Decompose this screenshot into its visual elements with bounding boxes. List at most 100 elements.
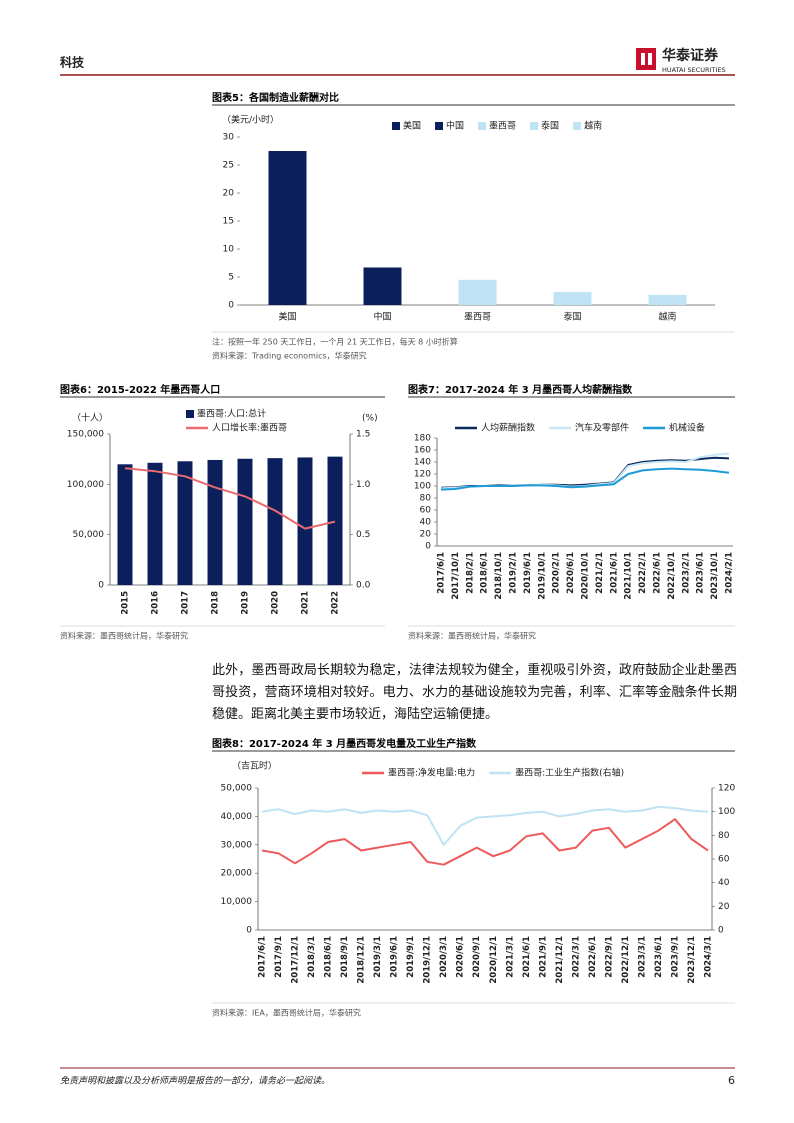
x-tick-label: 2023/6/1 <box>696 552 706 594</box>
bar <box>268 151 307 305</box>
bar <box>458 279 497 305</box>
x-tick-label: 2023/3/1 <box>637 936 647 978</box>
y-tick-label: 120 <box>414 470 431 480</box>
y-tick-label: 20 <box>223 189 235 199</box>
line <box>261 805 709 846</box>
x-tick-label: 2018/3/1 <box>307 936 317 978</box>
y-tick-label: 160 <box>414 446 431 456</box>
legend-label: 墨西哥 <box>489 121 516 132</box>
bar <box>363 267 402 305</box>
x-tick-label: 2019/2/1 <box>509 552 519 594</box>
logo-icon-cut <box>641 53 645 65</box>
figure-title: 图表5：各国制造业薪酬对比 <box>212 91 339 104</box>
bar <box>117 464 133 585</box>
figure-title: 图表8：2017-2024 年 3 月墨西哥发电量及工业生产指数 <box>212 737 477 750</box>
brand-en: HUATAI SECURITIES <box>662 66 726 74</box>
y2-axis-label: (%) <box>362 414 378 424</box>
legend-label: 墨西哥:净发电量:电力 <box>388 767 475 779</box>
page-number: 6 <box>728 1074 735 1087</box>
legend-label: 汽车及零部件 <box>575 422 629 434</box>
x-tick-label: 2024/3/1 <box>704 936 714 978</box>
bar <box>207 459 223 585</box>
y-axis-label: （十人） <box>72 412 108 424</box>
x-tick-label: 2018/2/1 <box>465 552 475 594</box>
x-tick-label: 2020/3/1 <box>439 936 449 978</box>
y-tick-label: 0 <box>228 301 234 311</box>
y2-tick-label: 1.5 <box>356 430 370 440</box>
brand: 华泰证券 <box>662 47 719 64</box>
y-axis-label: （吉瓦时） <box>232 760 277 772</box>
y-tick-label: 50,000 <box>73 530 105 540</box>
y-tick-label: 100,000 <box>67 480 104 490</box>
y2-tick-label: 100 <box>718 807 735 817</box>
x-tick-label: 2022/3/1 <box>571 936 581 978</box>
y-tick-label: 15 <box>223 217 234 227</box>
x-tick-label: 2021/3/1 <box>505 936 515 978</box>
y-tick-label: 0 <box>98 581 104 591</box>
x-tick-label: 2017/10/1 <box>451 552 461 600</box>
bar <box>237 458 253 585</box>
x-tick-label: 2023/9/1 <box>670 936 680 978</box>
x-tick-label: 2022 <box>331 591 341 615</box>
bar <box>553 292 592 305</box>
legend-swatch <box>392 122 400 130</box>
figure-title: 图表7：2017-2024 年 3 月墨西哥人均薪酬指数 <box>408 383 633 396</box>
note: 注：按照一年 250 天工作日，一个月 21 天工作日，每天 8 小时折算 <box>212 337 458 347</box>
y-tick-label: 0 <box>246 926 252 936</box>
x-tick-label: 2020/2/1 <box>552 552 562 594</box>
x-tick-label: 越南 <box>658 311 676 323</box>
source: 资料来源：IEA，墨西哥统计局，华泰研究 <box>212 1008 361 1018</box>
x-tick-label: 2021 <box>301 591 311 615</box>
x-tick-label: 2020/6/1 <box>456 936 466 978</box>
x-tick-label: 2021/12/1 <box>555 936 565 984</box>
x-tick-label: 2018 <box>211 591 221 615</box>
x-tick-label: 2018/12/1 <box>357 936 367 984</box>
y2-tick-label: 40 <box>718 878 730 888</box>
legend-label: 越南 <box>584 120 602 132</box>
bar <box>177 461 193 585</box>
source: 资料来源：墨西哥统计局，华泰研究 <box>60 631 188 641</box>
x-tick-label: 2018/9/1 <box>340 936 350 978</box>
y-tick-label: 30,000 <box>221 840 253 850</box>
x-tick-label: 墨西哥 <box>464 312 491 323</box>
x-tick-label: 2019/10/1 <box>537 552 547 600</box>
y-tick-label: 140 <box>414 458 431 468</box>
y-tick-label: 80 <box>420 494 432 504</box>
y-tick-label: 10 <box>223 245 235 255</box>
bar <box>147 462 163 585</box>
x-tick-label: 2021/2/1 <box>595 552 605 594</box>
legend-label: 美国 <box>403 120 421 132</box>
x-tick-label: 中国 <box>373 311 391 323</box>
y-tick-label: 0 <box>425 542 431 552</box>
y-tick-label: 180 <box>414 434 431 444</box>
x-tick-label: 2021/9/1 <box>538 936 548 978</box>
x-tick-label: 2020 <box>271 591 281 615</box>
x-tick-label: 美国 <box>278 311 296 323</box>
x-tick-label: 2020/9/1 <box>472 936 482 978</box>
legend-label: 泰国 <box>541 120 559 132</box>
x-tick-label: 2019 <box>241 591 251 615</box>
logo-icon-cut <box>648 53 652 65</box>
y-tick-label: 30 <box>223 133 235 143</box>
y-tick-label: 5 <box>228 273 234 283</box>
legend-label: 墨西哥:人口:总计 <box>197 408 266 420</box>
legend-swatch <box>478 122 487 130</box>
x-tick-label: 2019/9/1 <box>406 936 416 978</box>
bar <box>297 457 313 585</box>
y-tick-label: 150,000 <box>67 430 104 440</box>
x-tick-label: 泰国 <box>563 311 581 323</box>
y-tick-label: 50,000 <box>221 784 253 794</box>
legend-label: 墨西哥:工业生产指数(右轴) <box>515 767 624 779</box>
y2-tick-label: 120 <box>718 784 735 794</box>
bar <box>648 294 687 305</box>
y-tick-label: 10,000 <box>221 897 253 907</box>
x-tick-label: 2021/10/1 <box>624 552 634 600</box>
y2-tick-label: 60 <box>718 855 730 865</box>
x-tick-label: 2017/12/1 <box>291 936 301 984</box>
source: 资料来源：墨西哥统计局，华泰研究 <box>408 631 536 641</box>
legend-swatch <box>186 410 194 418</box>
x-tick-label: 2021/6/1 <box>522 936 532 978</box>
x-tick-label: 2016 <box>151 591 161 615</box>
x-tick-label: 2022/6/1 <box>588 936 598 978</box>
